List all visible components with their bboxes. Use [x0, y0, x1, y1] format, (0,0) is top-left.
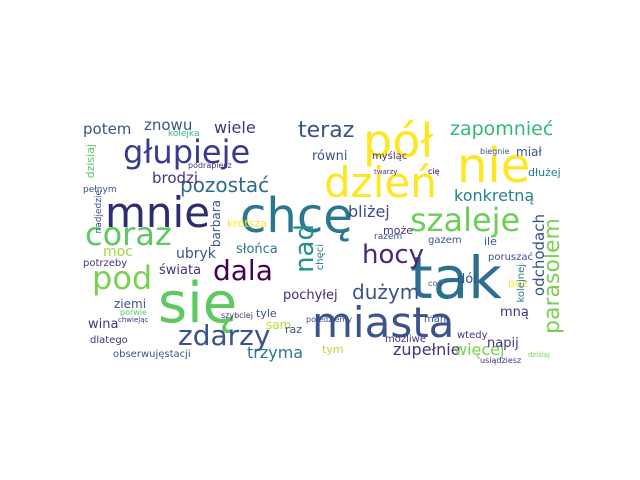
- cloud-word-wiele: wiele: [214, 118, 256, 137]
- cloud-word-slonca: słońca: [236, 242, 278, 257]
- cloud-word-blizej: bliżej: [348, 202, 390, 221]
- cloud-word-swiata: świata: [159, 263, 202, 278]
- cloud-word-pojedziemy: pojedziemy: [306, 315, 353, 324]
- cloud-word-napij: napij: [487, 336, 519, 351]
- cloud-word-porwie: porwie: [120, 308, 147, 317]
- cloud-word-myslac: myśląc: [372, 151, 408, 162]
- cloud-word-gazem: gazem: [428, 235, 462, 246]
- cloud-word-checi: chęci: [315, 244, 326, 271]
- cloud-word-wtedy: wtedy: [457, 330, 488, 341]
- cloud-word-dala: dala: [213, 254, 273, 287]
- cloud-word-wina: wina: [88, 317, 119, 332]
- cloud-word-wiecej: więcej: [454, 340, 505, 359]
- cloud-word-dlatego: dlatego: [90, 335, 128, 346]
- cloud-word-pozostac: pozostać: [180, 173, 270, 197]
- cloud-word-tak: tak: [410, 244, 502, 312]
- cloud-word-szybciej: szybciej: [221, 311, 253, 320]
- cloud-word-mam: mam: [424, 314, 450, 325]
- cloud-word-miasta: miasta: [312, 298, 455, 347]
- cloud-word-cos: coś: [428, 279, 442, 288]
- cloud-word-sie: się: [158, 271, 238, 336]
- cloud-word-trzyma: trzyma: [247, 343, 304, 362]
- cloud-word-bez: bez: [508, 277, 528, 290]
- cloud-word-sam: sam: [266, 318, 292, 332]
- cloud-word-poruszac: poruszać: [488, 252, 533, 263]
- cloud-word-zapomniec: zapomnieć: [450, 118, 554, 140]
- cloud-word-usiadziesz: usiądziesz: [480, 356, 522, 365]
- cloud-word-teraz: teraz: [298, 118, 355, 143]
- cloud-word-pol: pół: [363, 114, 434, 168]
- cloud-word-dol: dół: [457, 272, 477, 287]
- cloud-word-barbara: barbara: [209, 200, 223, 248]
- cloud-word-zdarzy: zdarzy: [178, 319, 271, 352]
- cloud-word-moze: może: [383, 224, 413, 237]
- cloud-word-cie: cię: [428, 167, 440, 176]
- cloud-word-mna: mną: [500, 305, 529, 320]
- cloud-word-mnie: mnie: [105, 188, 211, 237]
- cloud-word-obserwujestacji: obserwujęstacji: [113, 349, 191, 360]
- cloud-word-coraz: coraz: [85, 215, 172, 253]
- cloud-word-hocy: hocy: [362, 240, 425, 270]
- cloud-word-potrzeby: potrzeby: [83, 258, 128, 269]
- cloud-word-ubryk: ubryk: [176, 246, 216, 262]
- cloud-word-odchodach: odchodach: [530, 214, 548, 297]
- cloud-word-nie: nie: [457, 138, 531, 194]
- cloud-word-tyle: tyle: [256, 307, 277, 320]
- cloud-word-duzym: dużym: [352, 280, 420, 304]
- cloud-word-biegnie: biegnie: [480, 147, 510, 156]
- cloud-word-pelnym: pełnym: [83, 185, 117, 195]
- cloud-word-mozliwe: możliwe: [385, 334, 426, 345]
- cloud-word-znowu: znowu: [144, 116, 193, 134]
- cloud-word-dluzej: dłużej: [528, 166, 561, 179]
- cloud-word-razem: razem: [374, 232, 403, 242]
- cloud-word-brodzi: brodzi: [152, 169, 199, 187]
- cloud-word-chwiejac: chwiejąc: [118, 316, 149, 324]
- cloud-word-nadjedzie: nadjedzie: [94, 190, 104, 234]
- cloud-word-raz: raz: [285, 323, 303, 336]
- cloud-word-rowni: równi: [312, 149, 348, 164]
- cloud-word-glupieje: głupieje: [123, 133, 251, 171]
- cloud-word-twarzy: twarzy: [374, 168, 398, 176]
- cloud-word-dzisiaj: dzisiaj: [84, 144, 97, 179]
- cloud-word-moc: moc: [103, 244, 133, 260]
- cloud-word-szaleje: szaleje: [410, 201, 521, 239]
- cloud-word-potem: potem: [83, 120, 132, 138]
- cloud-word-tym: tym: [322, 343, 344, 356]
- cloud-word-kolejka: kolejka: [168, 129, 200, 139]
- word-cloud: tak się chcę miasta nie pół dzień mnie g…: [80, 112, 574, 366]
- cloud-word-krotsza: krótsza: [227, 217, 267, 230]
- cloud-word-kolejnej: kolejnej: [516, 264, 527, 303]
- cloud-word-dzien: dzień: [324, 158, 437, 207]
- cloud-word-zupelnie: zupełnie: [393, 340, 461, 359]
- cloud-word-konkretna: konkretną: [454, 186, 535, 205]
- cloud-word-pochylej: pochyłej: [283, 288, 338, 303]
- cloud-word-chce: chcę: [240, 188, 353, 244]
- cloud-word-dzisiaj-small: dzisiaj: [528, 351, 550, 359]
- cloud-word-pod: pod: [92, 259, 153, 297]
- cloud-word-ziemi: ziemi: [114, 297, 147, 311]
- cloud-word-podrapiesz: podrapiesz: [188, 161, 232, 170]
- cloud-word-mial: miał: [516, 145, 542, 159]
- cloud-word-ile: ile: [484, 235, 497, 248]
